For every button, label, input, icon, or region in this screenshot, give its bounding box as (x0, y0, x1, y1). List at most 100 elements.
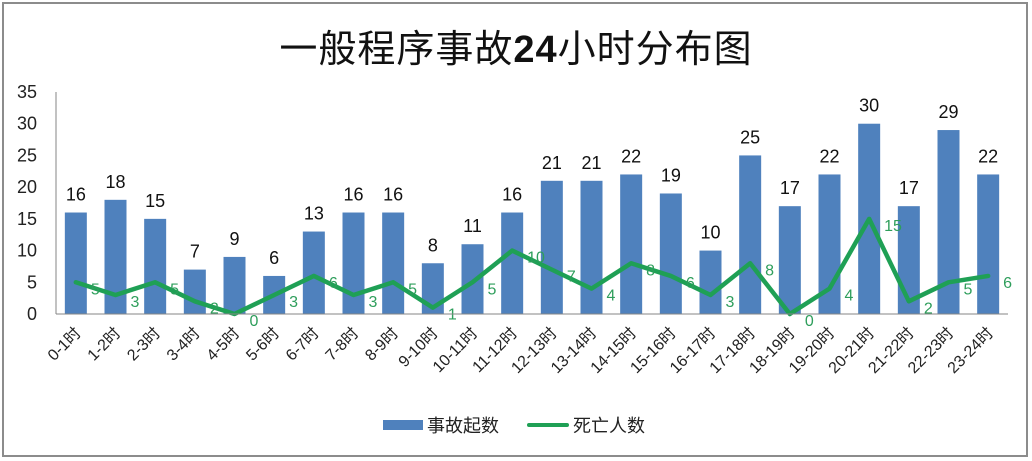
bar-value-label: 10 (700, 223, 720, 243)
bar[interactable] (183, 269, 206, 314)
line-value-label: 3 (369, 294, 378, 311)
x-tick-label: 4-5时 (203, 324, 243, 364)
line-value-label: 0 (250, 313, 259, 330)
bar[interactable] (223, 256, 246, 314)
line-value-label: 7 (567, 269, 576, 286)
bar[interactable] (302, 231, 325, 314)
bar-value-label: 16 (383, 185, 403, 205)
bar-value-label: 22 (819, 146, 839, 166)
y-tick-label: 35 (17, 82, 37, 102)
bar[interactable] (778, 206, 801, 314)
line-value-label: 0 (805, 313, 814, 330)
legend-label-deaths: 死亡人数 (573, 416, 645, 437)
legend-item-accidents[interactable]: 事故起数 (383, 412, 499, 438)
line-swatch-icon (527, 423, 569, 427)
bar-value-label: 16 (502, 185, 522, 205)
line-value-label: 5 (170, 281, 179, 298)
x-tick-label: 3-4时 (163, 324, 203, 364)
line-value-label: 8 (646, 262, 655, 279)
line-value-label: 3 (726, 294, 735, 311)
bar[interactable] (421, 263, 444, 314)
bar[interactable] (501, 212, 524, 314)
bar-value-label: 17 (899, 178, 919, 198)
x-tick-label: 0-1时 (44, 324, 84, 364)
bar-value-label: 16 (66, 185, 86, 205)
bar-value-label: 17 (780, 178, 800, 198)
line-value-label: 15 (884, 218, 902, 235)
bar-value-label: 18 (105, 172, 125, 192)
line-value-label: 3 (131, 294, 140, 311)
legend: 事故起数 死亡人数 (383, 412, 673, 438)
death-line[interactable] (73, 216, 991, 317)
line-value-label: 6 (329, 275, 338, 292)
bar-value-label: 16 (343, 185, 363, 205)
bar-value-label: 25 (740, 127, 760, 147)
y-tick-label: 5 (27, 272, 37, 292)
bar-value-label: 13 (304, 204, 324, 224)
bar[interactable] (540, 180, 563, 314)
bar-value-label: 21 (581, 153, 601, 173)
line-value-label: 10 (527, 250, 545, 267)
bar[interactable] (382, 212, 405, 314)
line-value-label: 3 (289, 294, 298, 311)
chart-title: 一般程序事故24小时分布图 (0, 18, 1032, 73)
line-value-label: 5 (408, 281, 417, 298)
bar-value-label: 7 (190, 242, 200, 262)
title-number: 24 (513, 29, 558, 71)
line-value-label: 6 (686, 275, 695, 292)
y-axis: 0 5 10 15 20 25 30 35 (17, 82, 57, 324)
bar[interactable] (977, 174, 1000, 314)
x-tick-label: 5-6时 (243, 324, 283, 364)
y-tick-label: 10 (17, 241, 37, 261)
line-value-label: 6 (1003, 275, 1012, 292)
bar-value-label: 21 (542, 153, 562, 173)
line-value-label: 5 (488, 281, 497, 298)
x-axis: 0-1时 1-2时 2-3时 3-4时 4-5时 5-6时 6-7时 7-8时 8-9时9-10… (44, 313, 1008, 377)
y-tick-label: 0 (27, 304, 37, 324)
x-tick-label: 7-8时 (322, 324, 362, 364)
bar-value-label: 6 (269, 248, 279, 268)
y-tick-label: 20 (17, 177, 37, 197)
bar-value-label: 11 (463, 216, 482, 236)
line-value-label: 5 (91, 281, 100, 298)
x-tick-label: 1-2时 (84, 324, 124, 364)
title-suffix: 小时分布图 (557, 27, 753, 71)
bar[interactable] (461, 244, 484, 314)
bar-swatch-icon (383, 420, 423, 430)
bar[interactable] (620, 174, 643, 314)
bar[interactable] (739, 155, 762, 314)
bar[interactable] (104, 199, 127, 314)
bar[interactable] (144, 218, 167, 314)
legend-label-accidents: 事故起数 (427, 416, 499, 437)
bar-value-label: 22 (621, 146, 641, 166)
y-tick-label: 25 (17, 145, 37, 165)
y-tick-label: 30 (17, 114, 37, 134)
bar-value-label: 22 (978, 146, 998, 166)
bar[interactable] (342, 212, 365, 314)
x-tick-label: 2-3时 (124, 324, 164, 364)
bar[interactable] (659, 193, 682, 314)
bar-value-label: 29 (938, 102, 958, 122)
bar-value-label: 30 (859, 96, 879, 116)
bar-value-label: 15 (145, 191, 165, 211)
bar-value-label: 9 (229, 229, 239, 249)
y-tick-label: 15 (17, 209, 37, 229)
bar-value-label: 19 (661, 165, 681, 185)
bar-value-label: 8 (428, 235, 438, 255)
line-value-label: 5 (964, 281, 973, 298)
bar[interactable] (64, 212, 87, 314)
bar[interactable] (580, 180, 603, 314)
title-prefix: 一般程序事故 (279, 27, 514, 71)
line-value-label: 8 (765, 262, 774, 279)
line-value-label: 1 (448, 307, 457, 324)
bar[interactable] (937, 130, 960, 314)
line-value-label: 4 (607, 288, 616, 305)
bar-data-labels: 16 18 15 7 9 6 13 16 16 8 11 16 21 21 22 19 10 25 17 22 30 17… (66, 96, 998, 268)
bar[interactable] (699, 250, 722, 314)
line-series (73, 216, 991, 317)
line-value-label: 4 (845, 288, 854, 305)
line-value-label: 2 (924, 300, 933, 317)
legend-item-deaths[interactable]: 死亡人数 (527, 412, 645, 438)
